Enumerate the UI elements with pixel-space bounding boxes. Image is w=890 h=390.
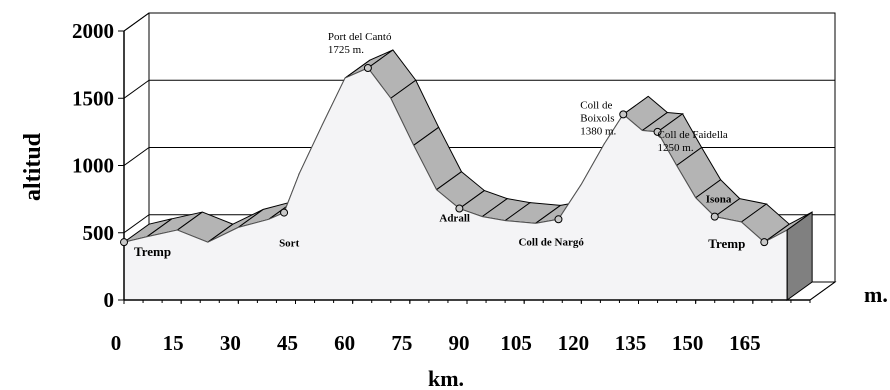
x-tick-label: 135 bbox=[615, 331, 647, 355]
profile-area bbox=[123, 67, 813, 301]
gridline-side-1000 bbox=[123, 147, 150, 166]
marker-adrall bbox=[455, 204, 464, 213]
gridline-side-500 bbox=[123, 214, 150, 234]
x-tick-label: 105 bbox=[500, 331, 532, 355]
x-tick-labels: 0 15 30 45 60 75 90 105 120 135 150 165 bbox=[111, 331, 761, 355]
x-tick-label: 60 bbox=[334, 331, 355, 355]
axes bbox=[118, 30, 836, 304]
label-sort: Sort bbox=[279, 238, 300, 250]
x-tick-label: 120 bbox=[558, 331, 590, 355]
label-coll-de-nargó: Coll de Nargó bbox=[518, 236, 584, 248]
x-tick-label: 0 bbox=[111, 331, 122, 355]
label-coll-de: 1380 m. bbox=[580, 125, 616, 137]
label-tremp: Tremp bbox=[134, 244, 171, 259]
y-tick-label: 2000 bbox=[72, 19, 114, 43]
x-tick-label: 150 bbox=[672, 331, 704, 355]
gridline-side-1500 bbox=[123, 79, 150, 99]
x-tick-label: 30 bbox=[220, 331, 241, 355]
label-adrall: Adrall bbox=[439, 213, 470, 225]
x-tick-label: 165 bbox=[729, 331, 761, 355]
y-axis-title: altitud bbox=[20, 132, 46, 201]
profile-markers bbox=[120, 63, 769, 247]
x-tick-label: 90 bbox=[449, 331, 470, 355]
floor-right-edge bbox=[809, 281, 836, 301]
label-tremp: Tremp bbox=[708, 236, 745, 251]
y-tick-label: 500 bbox=[83, 221, 115, 245]
marker-isona bbox=[710, 212, 719, 221]
label-port-del-cantó: 1725 m. bbox=[328, 44, 364, 56]
y-axis-unit: m. bbox=[864, 282, 888, 307]
y-tick-label: 1000 bbox=[72, 154, 114, 178]
label-isona: Isona bbox=[706, 194, 732, 206]
label-coll-de: Boixols bbox=[580, 112, 614, 124]
x-axis-title: km. bbox=[428, 366, 464, 390]
marker-coll-de-nargó bbox=[554, 215, 563, 224]
profile-line bbox=[123, 67, 788, 243]
label-coll-de-faidella: Coll de Faidella bbox=[658, 129, 728, 141]
y-tick-labels: 0 500 1000 1500 2000 bbox=[72, 19, 114, 312]
profile-area-fill bbox=[124, 67, 788, 300]
marker-coll-de-faidella bbox=[653, 127, 662, 136]
label-coll-de: Coll de bbox=[580, 99, 612, 111]
marker-port-del-cantó bbox=[363, 63, 372, 72]
marker-tremp bbox=[120, 238, 128, 247]
x-tick-label: 45 bbox=[277, 331, 298, 355]
label-coll-de-faidella: 1250 m. bbox=[658, 142, 694, 154]
marker-tremp bbox=[760, 238, 769, 247]
y-tick-label: 1500 bbox=[72, 86, 114, 110]
y-tick-label: 0 bbox=[104, 288, 115, 312]
label-port-del-cantó: Port del Cantó bbox=[328, 31, 392, 43]
marker-sort bbox=[280, 208, 289, 217]
x-tick-label: 75 bbox=[391, 331, 412, 355]
marker-coll-de bbox=[619, 110, 628, 119]
x-tick-label: 15 bbox=[163, 331, 184, 355]
gridline-side-2000 bbox=[123, 12, 150, 32]
